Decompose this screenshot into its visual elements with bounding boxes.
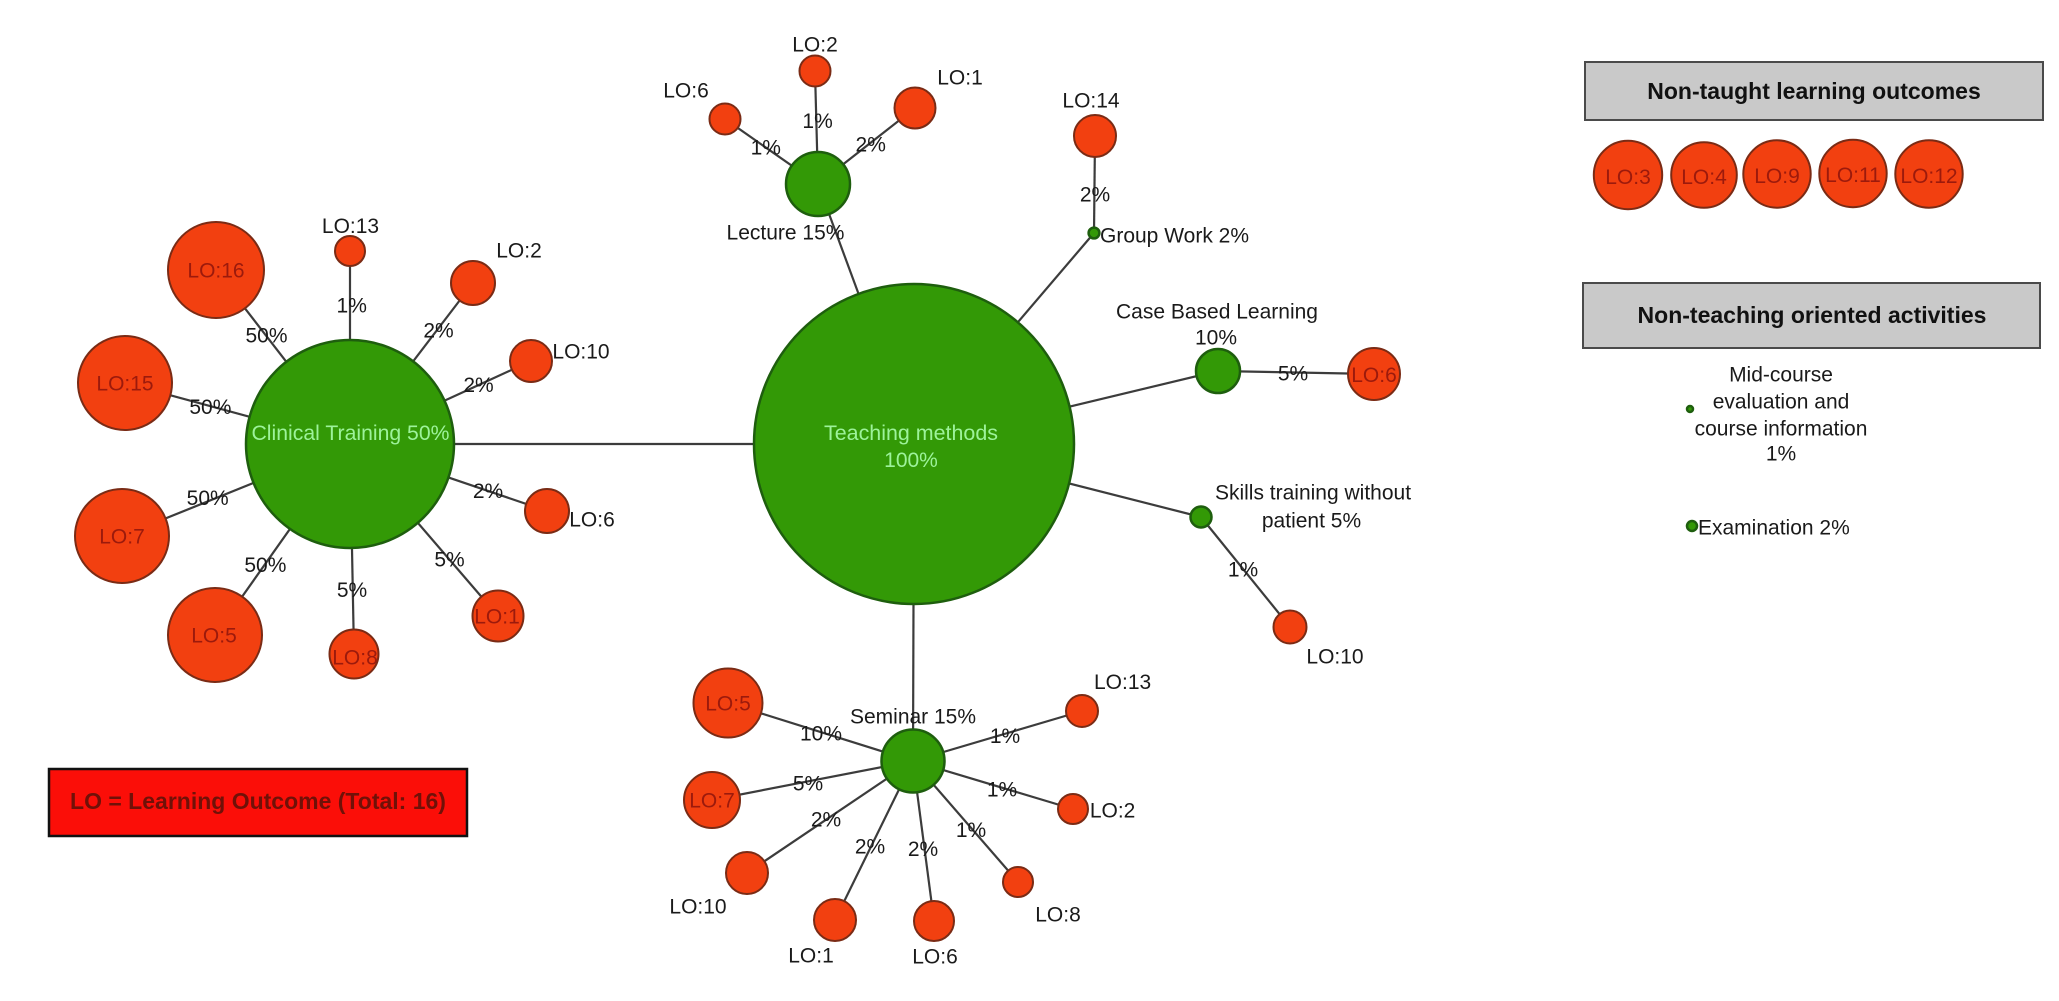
svg-text:LO:13: LO:13 (1094, 671, 1151, 694)
svg-text:LO:6: LO:6 (569, 509, 615, 532)
svg-text:LO:13: LO:13 (322, 215, 379, 238)
svg-text:LO:8: LO:8 (332, 647, 378, 670)
svg-text:Examination 2%: Examination 2% (1698, 517, 1850, 540)
svg-text:LO:1: LO:1 (474, 606, 520, 629)
svg-text:patient 5%: patient 5% (1262, 510, 1361, 533)
svg-text:LO:1: LO:1 (788, 945, 834, 968)
svg-text:LO:2: LO:2 (1090, 800, 1136, 823)
svg-text:course information: course information (1695, 418, 1868, 441)
svg-text:1%: 1% (337, 295, 367, 318)
svg-text:LO:10: LO:10 (669, 896, 726, 919)
svg-text:1%: 1% (956, 819, 986, 842)
svg-text:10%: 10% (800, 723, 842, 746)
svg-text:50%: 50% (244, 554, 286, 577)
svg-text:2%: 2% (908, 838, 938, 861)
svg-text:2%: 2% (473, 480, 503, 503)
svg-text:Group Work 2%: Group Work 2% (1100, 225, 1249, 248)
svg-text:LO = Learning Outcome (Total:: LO = Learning Outcome (Total: 16) (70, 788, 446, 814)
svg-text:10%: 10% (1195, 327, 1237, 350)
svg-text:Seminar 15%: Seminar 15% (850, 706, 976, 729)
svg-text:LO:10: LO:10 (552, 341, 609, 364)
svg-text:evaluation and: evaluation and (1713, 391, 1850, 414)
svg-text:1%: 1% (1228, 559, 1258, 582)
svg-text:2%: 2% (811, 809, 841, 832)
svg-text:2%: 2% (855, 836, 885, 859)
svg-text:Mid-course: Mid-course (1729, 364, 1833, 387)
svg-text:2%: 2% (856, 134, 886, 157)
svg-text:2%: 2% (463, 374, 493, 397)
svg-text:1%: 1% (802, 110, 832, 133)
svg-text:LO:1: LO:1 (937, 67, 983, 90)
svg-text:5%: 5% (337, 579, 367, 602)
svg-text:LO:16: LO:16 (187, 260, 244, 283)
svg-text:1%: 1% (751, 137, 781, 160)
svg-text:LO:5: LO:5 (191, 625, 237, 648)
svg-text:LO:6: LO:6 (663, 80, 709, 103)
svg-text:LO:8: LO:8 (1035, 904, 1081, 927)
svg-text:1%: 1% (990, 725, 1020, 748)
svg-text:LO:10: LO:10 (1306, 646, 1363, 669)
svg-text:LO:6: LO:6 (1351, 364, 1397, 387)
svg-text:1%: 1% (987, 779, 1017, 802)
svg-text:5%: 5% (793, 773, 823, 796)
svg-text:Non-taught learning outcomes: Non-taught learning outcomes (1647, 78, 1981, 104)
svg-text:Skills training without: Skills training without (1215, 482, 1411, 505)
svg-text:LO:15: LO:15 (96, 373, 153, 396)
svg-text:50%: 50% (245, 325, 287, 348)
svg-text:1%: 1% (1766, 443, 1796, 466)
svg-text:LO:11: LO:11 (1825, 164, 1881, 187)
svg-text:LO:14: LO:14 (1062, 90, 1120, 113)
svg-text:5%: 5% (434, 549, 464, 572)
svg-text:50%: 50% (189, 396, 231, 419)
svg-text:LO:4: LO:4 (1681, 166, 1727, 189)
svg-text:LO:3: LO:3 (1605, 166, 1651, 189)
svg-text:LO:7: LO:7 (689, 790, 735, 813)
svg-text:Case Based Learning: Case Based Learning (1116, 301, 1318, 324)
svg-text:LO:2: LO:2 (792, 34, 838, 57)
svg-text:Teaching methods: Teaching methods (824, 422, 998, 445)
svg-text:LO:6: LO:6 (912, 946, 958, 969)
svg-text:Clinical Training 50%: Clinical Training 50% (252, 422, 450, 445)
svg-text:50%: 50% (187, 487, 229, 510)
svg-text:Lecture 15%: Lecture 15% (727, 222, 845, 245)
svg-text:LO:9: LO:9 (1754, 165, 1800, 188)
svg-text:2%: 2% (423, 320, 453, 343)
svg-text:LO:5: LO:5 (705, 693, 751, 716)
svg-text:5%: 5% (1278, 363, 1308, 386)
svg-text:LO:2: LO:2 (496, 240, 542, 263)
svg-text:2%: 2% (1080, 184, 1110, 207)
svg-text:100%: 100% (884, 449, 938, 472)
svg-text:LO:7: LO:7 (99, 526, 145, 549)
svg-text:LO:12: LO:12 (1900, 165, 1957, 188)
svg-text:Non-teaching oriented activiti: Non-teaching oriented activities (1638, 302, 1987, 328)
